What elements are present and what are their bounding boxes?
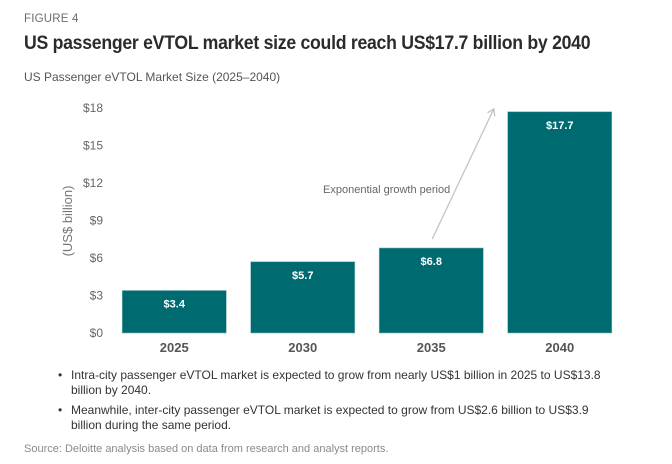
bar-2030 <box>250 261 356 334</box>
notes-list: • Intra-city passenger eVTOL market is e… <box>58 368 618 438</box>
x-axis: 2025 2030 2035 2040 <box>160 340 574 355</box>
y-tick-label: $15 <box>83 139 103 153</box>
bar-value-label: $5.7 <box>292 270 313 282</box>
bar-value-label: $6.8 <box>421 256 442 268</box>
note-item: • Intra-city passenger eVTOL market is e… <box>58 368 618 398</box>
y-axis-label: (US$ billion) <box>60 186 75 257</box>
note-text: Meanwhile, inter-city passenger eVTOL ma… <box>71 403 589 432</box>
bullet-icon: • <box>58 403 63 417</box>
y-tick-label: $12 <box>83 176 103 190</box>
y-tick-label: $9 <box>90 214 104 228</box>
chart-title: US passenger eVTOL market size could rea… <box>24 33 591 54</box>
y-tick-label: $3 <box>90 289 104 303</box>
note-item: • Meanwhile, inter-city passenger eVTOL … <box>58 403 618 433</box>
note-text: Intra-city passenger eVTOL market is exp… <box>71 368 601 397</box>
bullet-icon: • <box>58 368 63 382</box>
figure-label: FIGURE 4 <box>24 13 79 25</box>
bars: $3.4 $5.7 $6.8 $17.7 <box>121 111 613 334</box>
bar-value-label: $3.4 <box>164 299 186 311</box>
source-note: Source: Deloitte analysis based on data … <box>24 443 389 455</box>
y-tick-label: $6 <box>90 251 104 265</box>
bar-value-label: $17.7 <box>546 120 574 132</box>
x-tick-label: 2030 <box>288 340 317 355</box>
annotation-text: Exponential growth period <box>323 184 450 196</box>
bar-2040 <box>507 111 613 334</box>
bar-2035 <box>378 247 484 334</box>
bar-2025 <box>121 290 227 334</box>
x-tick-label: 2025 <box>160 340 189 355</box>
bar-chart: (US$ billion) $0 $3 $6 $9 $12 $15 $18 $3.4 $5.7… <box>60 101 613 355</box>
x-tick-label: 2040 <box>545 340 574 355</box>
x-tick-label: 2035 <box>417 340 446 355</box>
growth-arrow <box>431 108 496 240</box>
annotations: Exponential growth period <box>323 108 496 240</box>
y-axis: $0 $3 $6 $9 $12 $15 $18 <box>83 101 103 340</box>
chart-subtitle: US Passenger eVTOL Market Size (2025–204… <box>24 70 281 84</box>
y-tick-label: $18 <box>83 101 103 115</box>
y-tick-label: $0 <box>90 326 104 340</box>
